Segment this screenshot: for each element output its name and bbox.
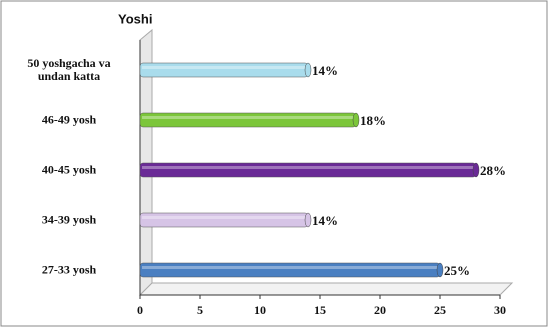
bar-highlight [142, 166, 474, 169]
bar-cap [436, 262, 444, 278]
bar-cap [304, 62, 312, 78]
bar-cap [352, 112, 360, 128]
value-label: 14% [312, 63, 338, 78]
bar-cap [472, 162, 480, 178]
x-tick-label: 15 [314, 303, 326, 317]
bar-highlight [142, 216, 306, 219]
y-tick-label: 34-39 yosh [41, 212, 97, 227]
value-label: 14% [312, 213, 338, 228]
y-tick-label: 50 yoshgacha va undan katta [27, 56, 111, 83]
bar [139, 112, 357, 128]
chart-title: Yoshi [118, 11, 152, 26]
y-tick-label: 40-45 yosh [41, 162, 97, 177]
bar [139, 62, 309, 78]
x-tick-label: 30 [494, 303, 506, 317]
x-tick-label: 0 [137, 303, 143, 317]
x-tick-label: 20 [374, 303, 386, 317]
value-label: 28% [480, 163, 506, 178]
x-tick-label: 25 [434, 303, 446, 317]
x-tick-label: 5 [197, 303, 203, 317]
bar [139, 212, 309, 228]
y-tick-label: 27-33 yosh [41, 262, 97, 277]
bar-highlight [142, 116, 354, 119]
bar-highlight [142, 266, 438, 269]
floor [138, 282, 514, 296]
x-tick-label: 10 [254, 303, 266, 317]
bar-cap [304, 212, 312, 228]
bar-highlight [142, 66, 306, 69]
value-label: 18% [360, 113, 386, 128]
bar [139, 162, 477, 178]
value-label: 25% [444, 263, 470, 278]
y-tick-label: 46-49 yosh [41, 112, 97, 127]
bar [139, 262, 441, 278]
